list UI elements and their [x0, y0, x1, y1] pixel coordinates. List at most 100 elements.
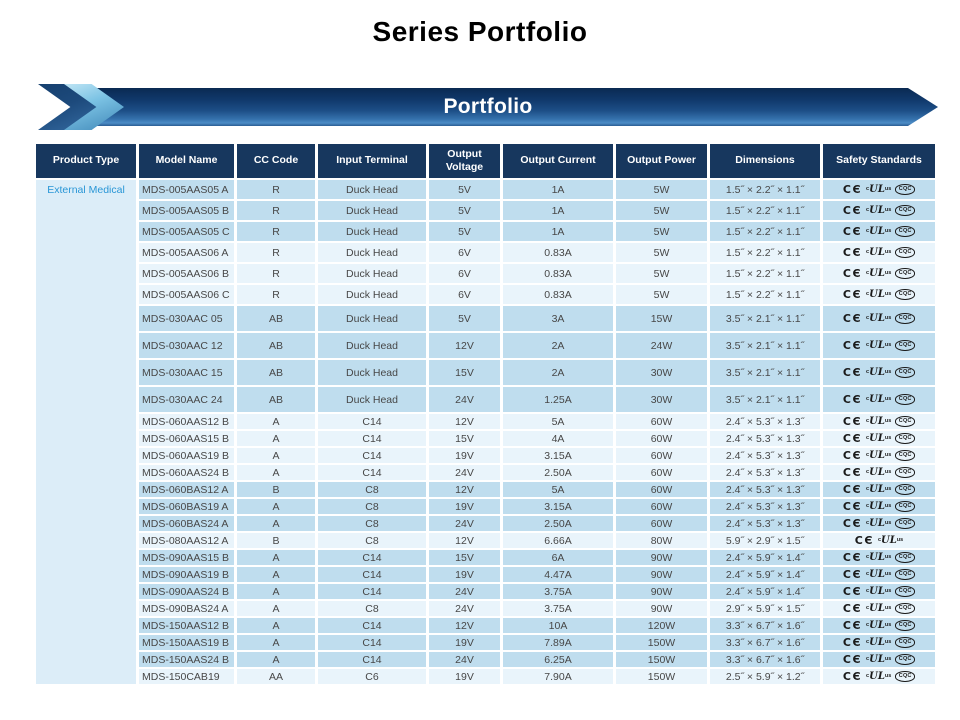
cul-us-mark-icon: c UL us: [866, 450, 891, 461]
cell-output-power: 90W: [616, 601, 707, 616]
safety-marks: CЄ c UL us CQC: [825, 585, 933, 598]
col-header-dimensions: Dimensions: [710, 144, 820, 178]
cell-input-terminal: C14: [318, 635, 426, 650]
cul-suffix: us: [884, 672, 892, 679]
cell-model: MDS-090BAS24 A: [139, 601, 234, 616]
safety-marks: CЄ c UL us CQC: [825, 619, 933, 632]
cul-prefix: c: [866, 185, 870, 192]
table-row: MDS-060BAS19 A A C8 19V 3.15A 60W 2.4˝ × 5.3˝ …: [36, 499, 935, 514]
cell-output-current: 2A: [503, 333, 613, 358]
cqc-mark-icon: CQC: [895, 246, 916, 259]
safety-marks: CЄ c UL us CQC: [825, 483, 933, 496]
cul-prefix: c: [866, 395, 870, 402]
ce-mark-icon: CЄ: [842, 225, 863, 238]
cell-output-power: 5W: [616, 285, 707, 304]
cell-safety-standards: CЄ c UL us CQC: [823, 360, 935, 385]
cell-model: MDS-150AAS19 B: [139, 635, 234, 650]
cul-core: UL: [869, 366, 885, 378]
cul-suffix: us: [884, 468, 892, 475]
cul-prefix: c: [866, 368, 870, 375]
cell-model: MDS-150CAB19: [139, 669, 234, 684]
cul-core: UL: [869, 288, 885, 300]
cul-prefix: c: [877, 536, 882, 543]
table-row: MDS-030AAC 12 AB Duck Head 12V 2A 24W 3.5˝ × 2…: [36, 333, 935, 358]
cell-cc-code: A: [237, 567, 315, 582]
cell-model: MDS-005AAS06 B: [139, 264, 234, 283]
cell-output-current: 6.25A: [503, 652, 613, 667]
cul-core: UL: [869, 585, 885, 597]
cell-cc-code: A: [237, 516, 315, 531]
cell-output-voltage: 15V: [429, 550, 500, 565]
cell-cc-code: B: [237, 533, 315, 548]
cqc-mark-icon: CQC: [895, 517, 916, 530]
cell-input-terminal: C14: [318, 431, 426, 446]
cell-output-power: 30W: [616, 387, 707, 412]
ce-mark-icon: CЄ: [854, 534, 874, 547]
col-header-cc-code: CC Code: [237, 144, 315, 178]
cell-dimensions: 2.4˝ × 5.3˝ × 1.3˝: [710, 414, 820, 429]
portfolio-table: Product Type Model Name CC Code Input Te…: [33, 142, 938, 686]
safety-marks: CЄ c UL us CQC: [825, 670, 933, 683]
cell-output-power: 80W: [616, 533, 707, 548]
cell-output-voltage: 15V: [429, 360, 500, 385]
cell-safety-standards: CЄ c UL us CQC: [823, 333, 935, 358]
cell-input-terminal: C8: [318, 533, 426, 548]
ce-mark-icon: CЄ: [842, 568, 863, 581]
cul-suffix: us: [884, 290, 892, 297]
table-row: MDS-060BAS24 A A C8 24V 2.50A 60W 2.4˝ × 5.3˝ …: [36, 516, 935, 531]
cell-dimensions: 2.4˝ × 5.9˝ × 1.4˝: [710, 567, 820, 582]
cul-suffix: us: [884, 417, 892, 424]
cul-prefix: c: [866, 290, 870, 297]
cul-us-mark-icon: c UL us: [866, 518, 891, 529]
table-row: MDS-060AAS12 B A C14 12V 5A 60W 2.4˝ × 5.3˝ × …: [36, 414, 935, 429]
cul-prefix: c: [866, 672, 870, 679]
cell-output-voltage: 5V: [429, 222, 500, 241]
cul-core: UL: [869, 466, 885, 478]
cul-us-mark-icon: c UL us: [866, 184, 891, 195]
cell-safety-standards: CЄ c UL us CQC: [823, 285, 935, 304]
ce-mark-icon: CЄ: [842, 288, 863, 301]
cqc-mark-icon: CQC: [895, 585, 916, 598]
col-header-input-terminal: Input Terminal: [318, 144, 426, 178]
cell-model: MDS-060BAS19 A: [139, 499, 234, 514]
ce-mark-icon: CЄ: [842, 246, 863, 259]
cell-safety-standards: CЄ c UL us CQC: [823, 618, 935, 633]
cell-cc-code: R: [237, 180, 315, 199]
cell-dimensions: 1.5˝ × 2.2˝ × 1.1˝: [710, 285, 820, 304]
cell-output-voltage: 19V: [429, 635, 500, 650]
cell-output-current: 3.75A: [503, 584, 613, 599]
cell-output-voltage: 19V: [429, 448, 500, 463]
cul-us-mark-icon: c UL us: [866, 585, 891, 597]
ce-mark-icon: CЄ: [842, 551, 863, 564]
cell-model: MDS-150AAS24 B: [139, 652, 234, 667]
cell-output-current: 5A: [503, 414, 613, 429]
ce-mark-icon: CЄ: [842, 653, 863, 666]
cul-core: UL: [869, 339, 885, 351]
cul-core: UL: [869, 415, 885, 427]
page-title: Series Portfolio: [372, 16, 588, 47]
cell-input-terminal: C6: [318, 669, 426, 684]
cell-input-terminal: C14: [318, 652, 426, 667]
col-header-product-type: Product Type: [36, 144, 136, 178]
cul-suffix: us: [884, 368, 892, 375]
cell-cc-code: R: [237, 264, 315, 283]
cell-input-terminal: Duck Head: [318, 360, 426, 385]
cul-core: UL: [869, 670, 885, 682]
cell-model: MDS-060BAS24 A: [139, 516, 234, 531]
cell-cc-code: R: [237, 201, 315, 220]
cell-input-terminal: C8: [318, 499, 426, 514]
cell-output-current: 2A: [503, 360, 613, 385]
cell-safety-standards: CЄ c UL us CQC: [823, 431, 935, 446]
cell-input-terminal: C8: [318, 601, 426, 616]
ce-mark-icon: CЄ: [842, 204, 863, 217]
cul-core: UL: [869, 636, 885, 648]
cul-us-mark-icon: c UL us: [866, 670, 892, 682]
cell-input-terminal: C14: [318, 584, 426, 599]
ce-mark-icon: CЄ: [842, 500, 863, 513]
ce-mark-icon: CЄ: [842, 393, 863, 406]
cell-safety-standards: CЄ c UL us CQC: [823, 516, 935, 531]
cell-output-power: 60W: [616, 499, 707, 514]
cell-dimensions: 3.3˝ × 6.7˝ × 1.6˝: [710, 635, 820, 650]
safety-marks: CЄ c UL us CQC: [825, 366, 933, 379]
portfolio-banner: Portfolio: [38, 84, 938, 130]
